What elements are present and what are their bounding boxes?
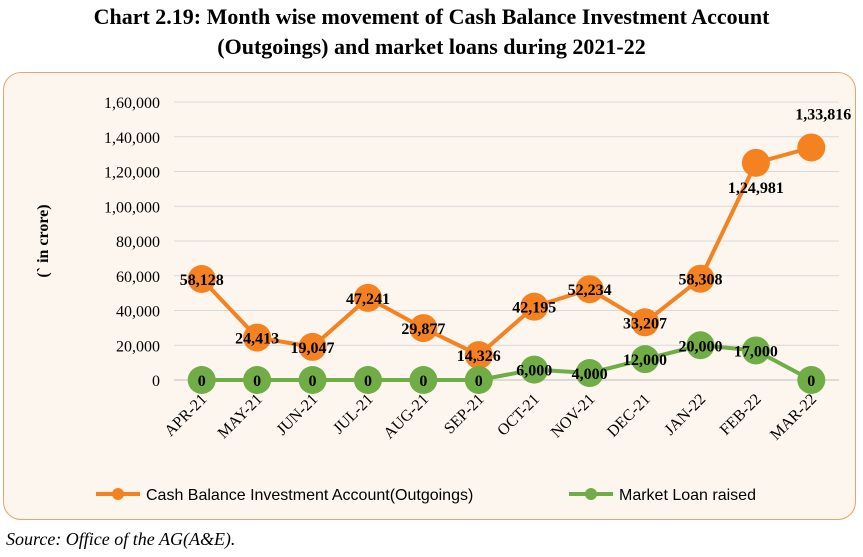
chart-title-line1: Chart 2.19: Month wise movement of Cash …: [93, 4, 770, 29]
data-label: 58,128: [180, 272, 224, 289]
x-tick-label: SEP-21: [441, 391, 488, 438]
data-label: 4,000: [572, 366, 608, 383]
data-label: 1,24,981: [728, 180, 784, 197]
data-point: [575, 359, 604, 388]
y-tick-label: 20,000: [116, 338, 160, 355]
data-label: 17,000: [734, 343, 778, 360]
data-point: [187, 265, 216, 294]
chart-title: Chart 2.19: Month wise movement of Cash …: [0, 2, 863, 62]
data-label: 0: [364, 373, 372, 390]
data-point: [464, 341, 493, 370]
data-point: [464, 366, 493, 394]
y-tick-label: 80,000: [116, 234, 160, 251]
y-tick-label: 1,40,000: [104, 130, 160, 147]
data-point: [631, 308, 660, 337]
data-point: [298, 332, 327, 361]
data-point: [520, 355, 549, 384]
y-tick-label: 1,60,000: [104, 95, 160, 112]
data-label: 1,33,816: [795, 106, 851, 123]
line-chart: 0 20,000 40,000 60,000 80,000 1,00,000 1,20,00…: [35, 95, 851, 504]
data-label: 0: [253, 373, 261, 390]
x-tick-label: OCT-21: [494, 391, 543, 440]
y-tick-label: 60,000: [116, 269, 160, 286]
data-point: [353, 283, 382, 312]
data-label: 58,308: [678, 272, 722, 289]
data-label: 12,000: [623, 352, 667, 369]
data-label: 29,877: [401, 321, 445, 338]
series-line-cash-balance: [200, 145, 812, 358]
data-point: [797, 366, 826, 394]
data-label: 0: [807, 373, 815, 390]
data-label: 52,234: [568, 282, 612, 299]
source-note: Source: Office of the AG(A&E).: [6, 529, 236, 549]
x-tick-label: MAR-22: [767, 391, 820, 444]
data-point: [409, 314, 438, 343]
legend-marker: [112, 488, 124, 500]
data-label: 6,000: [516, 363, 552, 380]
x-tick-label: MAY-21: [215, 391, 266, 442]
data-point: [575, 275, 604, 304]
data-point: [520, 292, 549, 321]
y-tick-label: 1,00,000: [104, 199, 160, 216]
data-label: 47,241: [346, 291, 390, 308]
data-label: 0: [198, 373, 206, 390]
data-label: 0: [475, 373, 483, 390]
x-tick-label: JAN-22: [661, 391, 709, 439]
x-tick-label: FEB-22: [717, 391, 765, 439]
legend-label: Cash Balance Investment Account(Outgoing…: [146, 487, 473, 504]
data-label: 0: [419, 373, 427, 390]
legend-label: Market Loan raised: [619, 487, 756, 504]
x-tick-label: DEC-21: [604, 391, 654, 441]
chart-panel: 0 20,000 40,000 60,000 80,000 1,00,000 1,20,00…: [3, 72, 856, 520]
data-label: 14,326: [457, 348, 501, 365]
data-label: 33,207: [623, 315, 667, 332]
data-label: 0: [309, 373, 317, 390]
data-label: 19,047: [291, 340, 335, 357]
legend-marker: [585, 488, 597, 500]
data-point: [243, 366, 272, 394]
data-point: [353, 366, 382, 394]
data-label: 24,413: [235, 331, 279, 348]
chart-title-line2: (Outgoings) and market loans during 2021…: [217, 34, 646, 59]
data-point: [243, 323, 272, 352]
data-point: [686, 264, 715, 293]
data-point: [686, 331, 715, 360]
data-point: [298, 366, 327, 394]
x-tick-label: JUL-21: [330, 391, 377, 438]
data-point: [741, 336, 770, 365]
data-point: [797, 133, 826, 162]
x-tick-label: AUG-21: [381, 391, 433, 443]
data-point: [409, 366, 438, 394]
x-tick-label: APR-21: [161, 391, 210, 440]
data-point: [187, 366, 216, 394]
x-tick-label: JUN-21: [274, 391, 322, 439]
y-tick-label: 0: [152, 373, 160, 390]
x-tick-label: NOV-21: [548, 391, 599, 442]
data-label: 42,195: [512, 300, 556, 317]
data-point: [631, 345, 660, 374]
y-tick-label: 1,20,000: [104, 165, 160, 182]
y-axis-label: (` in crore): [35, 204, 52, 277]
data-label: 20,000: [678, 338, 722, 355]
y-tick-label: 40,000: [116, 304, 160, 321]
data-point: [741, 148, 770, 177]
